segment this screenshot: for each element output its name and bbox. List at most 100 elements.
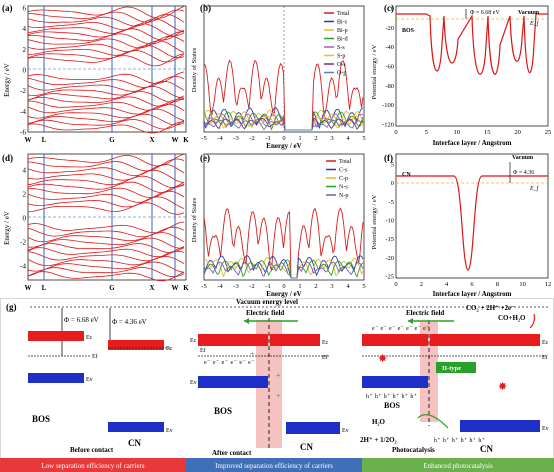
bos-cb-before [28, 331, 84, 341]
band-line [27, 175, 185, 189]
band-line [27, 169, 185, 183]
plus-signs: + [250, 349, 255, 358]
ec-before-bos: Ec [86, 335, 93, 341]
panel-f-tag: CN [402, 172, 411, 178]
phi-cn: Φ = 4.36 eV [112, 318, 147, 326]
ev-before-cn: Ev [166, 428, 173, 434]
panel-d-ytick: 0 [23, 215, 27, 223]
band-line [27, 190, 185, 203]
photocatalysis-label: Photocatalysis [392, 446, 435, 454]
band-line [27, 158, 185, 172]
panel-c-xtick: 20 [514, 129, 521, 136]
band-line [27, 95, 185, 107]
panel-f-ytick: 0 [391, 180, 394, 187]
panel-b-xtick: 0 [282, 135, 285, 142]
legend-entry: Bi-p [337, 28, 348, 34]
panel-c-xtick: 5 [425, 129, 428, 136]
band-line [27, 202, 185, 215]
legend-entry: S-s [337, 45, 345, 51]
panel-c-tag: BOS [402, 28, 415, 34]
panel-f-xtick: 4 [445, 281, 449, 288]
panel-f-xtick: 2 [420, 281, 423, 288]
panel-e-ylabel: Density of States [191, 197, 198, 242]
panel-c-xtick: 15 [484, 129, 491, 136]
panel-b-curves [203, 59, 364, 131]
panel-a-ytick: 2 [23, 46, 27, 54]
panel-f-ytick: -25 [385, 274, 394, 281]
legend-entry: S-p [337, 54, 345, 60]
ii-type-label: II-type [442, 365, 461, 372]
bottom-bar-label: Enhanced photocatalysis [423, 462, 493, 470]
reaction-co2: CO₂ + 2H⁺ +2e⁻ [466, 304, 515, 312]
band-line [27, 35, 185, 49]
panel-e-xtick: 2 [314, 283, 317, 290]
ev-pc: Ev [542, 426, 549, 432]
bos-vb-pc [362, 376, 428, 388]
panel-e-xtick: 5 [362, 283, 365, 290]
panel-b-ylabel: Density of States [191, 47, 198, 92]
panel-f-label: (f) [384, 153, 393, 163]
phi-bos: Φ = 6.68 eV [64, 316, 99, 324]
water-label: H₂O [372, 418, 386, 426]
panel-a-kpoint-lines [43, 6, 176, 132]
dos-curve [203, 59, 364, 131]
holes-pc: h⁺ h⁺ h⁺ h⁺ h⁺ h⁺ [366, 394, 417, 400]
band-line [27, 119, 185, 130]
panel-a-ylabel: Energy / eV [3, 63, 11, 97]
panel-c-ylabel: Potential energy / eV [371, 44, 378, 99]
panel-f-xtick: 8 [496, 281, 499, 288]
legend-entry: O-s [337, 62, 346, 68]
panel-a-kpoint: W [25, 136, 32, 144]
cn-vb-pc [460, 420, 540, 432]
cn-label-pc: CN [480, 444, 493, 454]
panel-c-xlabel: Interface layer / Angstrom [433, 139, 512, 147]
panel-a-ytick: 6 [23, 5, 27, 13]
band-line [28, 98, 185, 111]
band-line [27, 271, 185, 282]
panel-c-potential: (c) Potential energy / eV 0 -20 -40 -60 -80 -… [371, 3, 551, 147]
panel-e-dos: (e) Density of States TotalC-sC-pN-sN-p … [191, 153, 366, 298]
panel-e-xtick: 4 [346, 283, 350, 290]
panel-c-ytick: -100 [382, 102, 394, 109]
panel-c-label: (c) [384, 3, 394, 13]
panel-f-frame [395, 153, 549, 279]
light-star-1: ✸ [378, 353, 387, 365]
panel-e-xtick: 1 [298, 283, 301, 290]
panel-a-bands [27, 6, 185, 134]
panel-c-ytick: -40 [385, 44, 394, 51]
band-line [27, 261, 185, 273]
panel-d-ylabel: Energy / eV [3, 211, 11, 245]
efield-label-after: Electric field [246, 309, 284, 317]
panel-d-kpoint: L [42, 284, 47, 292]
panel-g-schematic: (g) Vacuum energy level Φ = 6.68 eV Φ = … [0, 298, 554, 472]
bos-label-before: BOS [32, 414, 50, 424]
band-line [27, 246, 185, 258]
panel-c-frame [395, 5, 549, 127]
band-line [28, 9, 185, 23]
panel-b-xtick: -1 [265, 135, 270, 142]
band-line [27, 153, 185, 167]
panel-f-vacuum: Vacuum [512, 155, 533, 161]
panel-e-xtick: -4 [217, 283, 223, 290]
panel-f-ytick: -20 [385, 255, 394, 262]
panel-b-xlabel: Energy / eV [266, 142, 301, 150]
panel-d-kpoint: W [172, 284, 179, 292]
panel-c-ytick: 0 [391, 6, 394, 13]
cn-vb-before [108, 422, 164, 432]
vacuum-level-label: Vacuum energy level [236, 298, 298, 306]
ef-after: Ef [322, 354, 328, 361]
panel-c-xtick: 10 [454, 129, 461, 136]
ev-after-cn: Ev [342, 428, 349, 434]
band-line [27, 23, 185, 37]
ef-pc: Ef [542, 354, 548, 361]
legend-entry: Bi-s [337, 20, 348, 26]
panel-f-ytick: -10 [385, 218, 394, 225]
dos-curve [203, 255, 364, 279]
legend-entry: C-p [339, 176, 348, 182]
band-line [27, 91, 185, 103]
legend-entry: C-s [339, 168, 348, 174]
ii-type-badge [436, 362, 476, 373]
legend-entry: Total [337, 11, 350, 17]
panel-e-label: (e) [200, 153, 210, 163]
panel-b-xtick: 3 [330, 135, 333, 142]
